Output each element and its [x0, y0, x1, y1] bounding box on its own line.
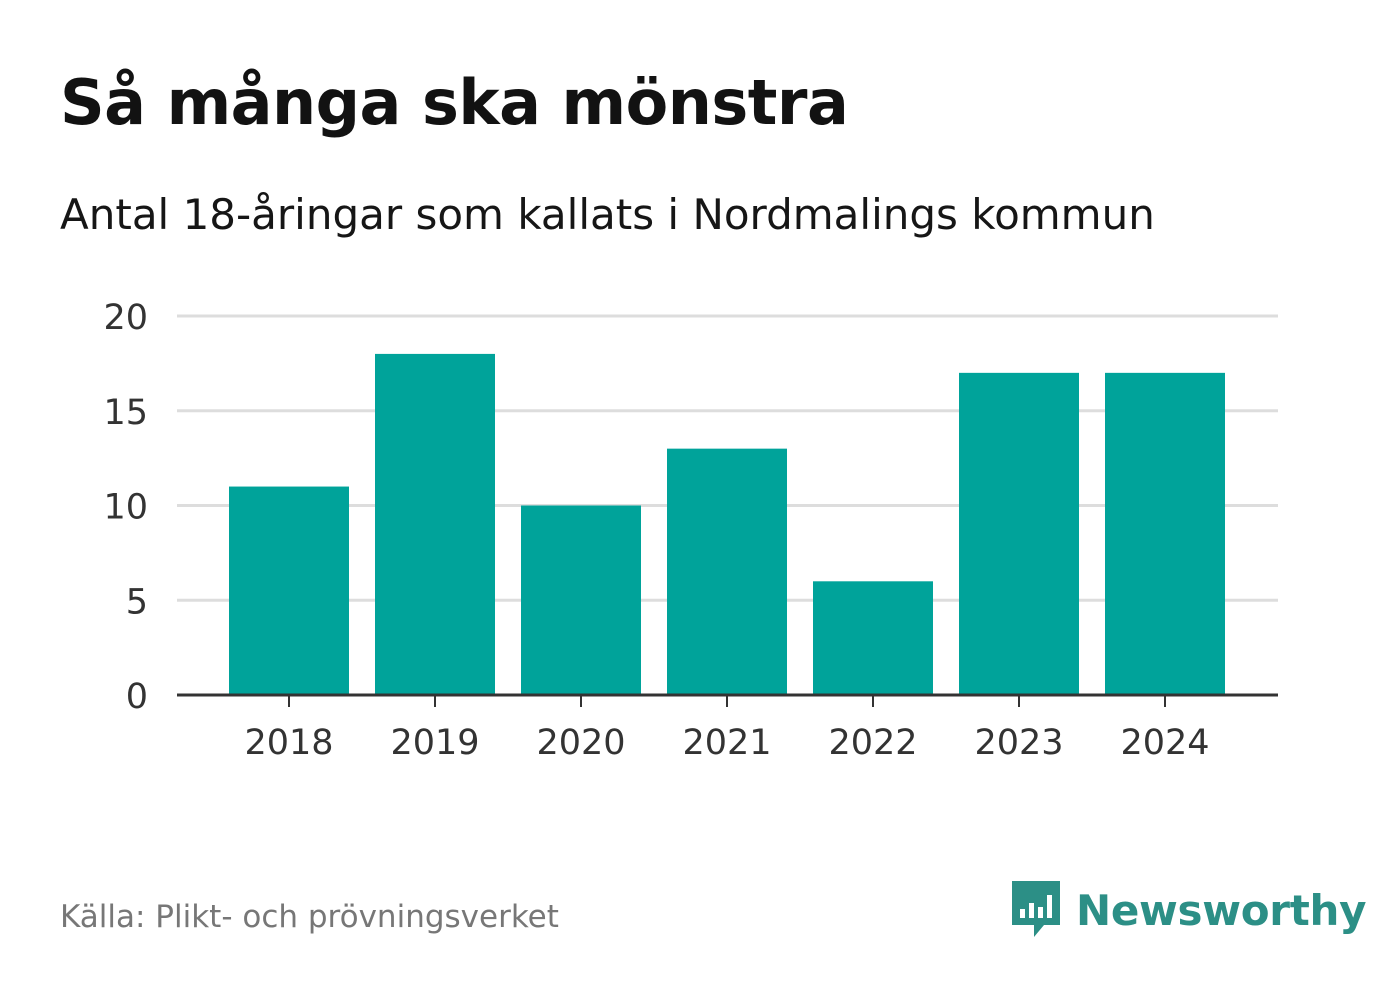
y-tick-label: 10	[103, 488, 148, 528]
source-note: Källa: Plikt- och prövningsverket	[60, 899, 559, 935]
y-tick-label: 0	[126, 677, 148, 717]
bar-2019	[375, 353, 495, 695]
y-tick-label: 5	[126, 582, 148, 622]
chart-subtitle: Antal 18-åringar som kallats i Nordmalin…	[60, 190, 1155, 239]
x-tick-label: 2020	[536, 723, 625, 763]
x-tick-label: 2021	[682, 723, 771, 763]
x-tick-label: 2019	[390, 723, 479, 763]
chart-title: Så många ska mönstra	[60, 66, 849, 139]
bar-2023	[959, 372, 1079, 695]
newsworthy-logo-icon	[1012, 881, 1060, 937]
x-tick-label: 2024	[1120, 723, 1209, 763]
y-tick-label: 20	[103, 298, 148, 338]
bar-2020	[521, 505, 641, 695]
x-tick-label: 2023	[974, 723, 1063, 763]
brand-logo: Newsworthy	[1010, 878, 1366, 942]
bar-2018	[229, 486, 349, 695]
bars	[229, 353, 1225, 695]
bar-2021	[667, 448, 787, 695]
bar-2022	[813, 581, 933, 695]
y-tick-label: 15	[103, 393, 148, 433]
y-axis-tick-labels: 0 5 10 15 20	[103, 298, 148, 717]
x-axis	[177, 693, 1278, 707]
x-axis-tick-labels: 2018 2019 2020 2021 2022 2023 2024	[244, 723, 1209, 763]
x-tick-label: 2022	[828, 723, 917, 763]
x-tick-label: 2018	[244, 723, 333, 763]
brand-name: Newsworthy	[1076, 885, 1367, 935]
bar-2024	[1105, 372, 1225, 695]
